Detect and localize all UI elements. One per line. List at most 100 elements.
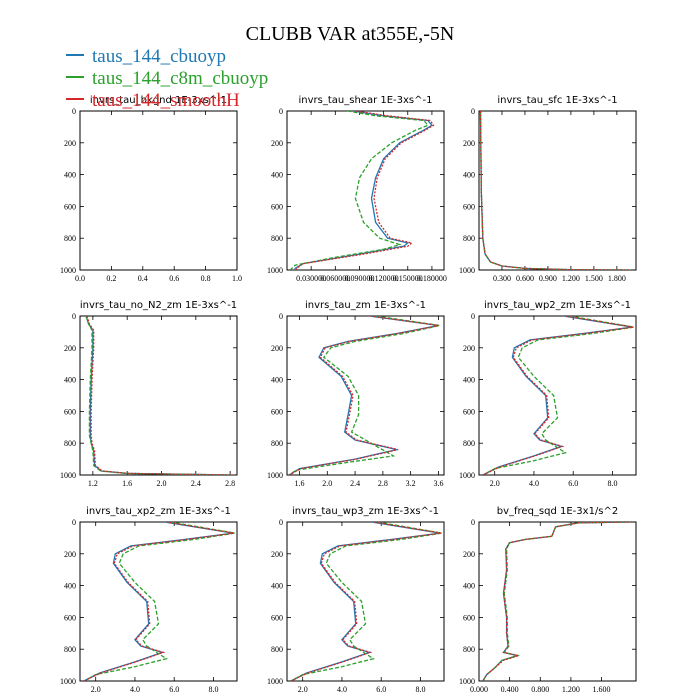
panel-1: invrs_tau_shear 1E-3xs^-1 0 200 400 600 800 10… xyxy=(267,95,447,283)
series-line-0 xyxy=(288,316,439,475)
x-tick-label: 1.2 xyxy=(88,479,98,488)
x-tick-label: 6.0 xyxy=(169,685,179,694)
panel-title: invrs_tau_bkgnd 1E-3xs^-1 xyxy=(90,95,227,106)
x-tick-label: 0.090000 xyxy=(344,274,374,283)
y-tick-label: 800 xyxy=(271,234,283,243)
x-tick-label: 2.0 xyxy=(157,479,167,488)
panel-6: invrs_tau_xp2_zm 1E-3xs^-1 0 200 400 600 800 1… xyxy=(60,506,238,694)
y-tick-label: 200 xyxy=(463,550,475,559)
y-tick-label: 800 xyxy=(463,439,475,448)
x-tick-label: 0.060000 xyxy=(320,274,350,283)
x-tick-label: 8.0 xyxy=(415,685,425,694)
x-tick-label: 1.200 xyxy=(562,274,580,283)
panel-title: bv_freq_sqd 1E-3x1/s^2 xyxy=(497,506,619,517)
y-tick-label: 0 xyxy=(72,518,76,527)
panel-series xyxy=(479,111,633,270)
panel-title: invrs_tau_xp2_zm 1E-3xs^-1 xyxy=(86,506,231,517)
panel-series xyxy=(83,522,236,681)
panel-3: invrs_tau_no_N2_zm 1E-3xs^-1 0 200 400 600 80… xyxy=(60,300,238,488)
y-tick-label: 0 xyxy=(279,312,283,321)
y-tick-label: 600 xyxy=(271,202,283,211)
series-line-2 xyxy=(83,522,235,681)
panel-series xyxy=(482,522,633,681)
x-tick-label: 4.0 xyxy=(337,685,347,694)
y-tick-label: 200 xyxy=(64,139,76,148)
x-tick-label: 8.0 xyxy=(208,685,218,694)
y-tick-label: 1000 xyxy=(267,471,283,480)
x-tick-label: 2.8 xyxy=(378,479,388,488)
x-tick-label: 3.6 xyxy=(433,479,443,488)
y-tick-label: 600 xyxy=(271,613,283,622)
series-line-1 xyxy=(482,316,635,475)
x-tick-label: 2.0 xyxy=(298,685,308,694)
x-tick-label: 2.0 xyxy=(91,685,101,694)
panel-title: invrs_tau_shear 1E-3xs^-1 xyxy=(299,95,433,106)
series-line-1 xyxy=(479,111,633,270)
y-tick-label: 1000 xyxy=(60,471,76,480)
series-line-0 xyxy=(83,522,234,681)
panel-title: invrs_tau_no_N2_zm 1E-3xs^-1 xyxy=(80,300,237,311)
legend-item: taus_144_c8m_cbuoyp xyxy=(66,68,268,89)
x-tick-label: 4.0 xyxy=(529,479,539,488)
y-tick-label: 0 xyxy=(279,518,283,527)
x-tick-label: 2.0 xyxy=(490,479,500,488)
panel-frame xyxy=(286,315,445,476)
y-tick-label: 600 xyxy=(64,407,76,416)
y-tick-label: 800 xyxy=(463,234,475,243)
panel-5: invrs_tau_wp2_zm 1E-3xs^-1 0 200 400 600 800 1… xyxy=(459,300,637,488)
legend-label-2: taus_144_smoothH xyxy=(92,90,240,111)
x-tick-label: 0.2 xyxy=(106,274,116,283)
figure-title: CLUBB VAR at355E,-5N xyxy=(246,23,455,45)
y-tick-label: 200 xyxy=(271,344,283,353)
y-tick-label: 0 xyxy=(72,107,76,116)
y-tick-label: 400 xyxy=(271,171,283,180)
y-tick-label: 600 xyxy=(463,202,475,211)
x-tick-label: 0.600 xyxy=(516,274,534,283)
panel-frame xyxy=(478,315,637,476)
x-tick-label: 0.800 xyxy=(531,685,549,694)
series-line-1 xyxy=(85,316,235,475)
panel-frame xyxy=(478,110,637,271)
x-tick-label: 2.8 xyxy=(225,479,235,488)
y-tick-label: 1000 xyxy=(60,677,76,686)
x-tick-label: 1.200 xyxy=(562,685,580,694)
panel-series xyxy=(85,316,235,475)
x-tick-label: 8.0 xyxy=(607,479,617,488)
y-tick-label: 400 xyxy=(64,582,76,591)
panel-title: invrs_tau_zm 1E-3xs^-1 xyxy=(305,300,426,311)
y-tick-label: 1000 xyxy=(459,266,475,275)
y-tick-label: 400 xyxy=(64,376,76,385)
y-tick-label: 800 xyxy=(64,234,76,243)
y-tick-label: 400 xyxy=(271,376,283,385)
panel-frame xyxy=(286,110,445,271)
series-line-0 xyxy=(479,111,633,270)
panel-title: invrs_tau_wp3_zm 1E-3xs^-1 xyxy=(292,506,439,517)
x-tick-label: 0.0 xyxy=(75,274,85,283)
panel-frame xyxy=(79,315,238,476)
series-line-2 xyxy=(290,522,442,681)
y-tick-label: 400 xyxy=(463,376,475,385)
legend-label-1: taus_144_c8m_cbuoyp xyxy=(92,68,268,89)
panel-frame xyxy=(286,521,445,682)
legend-label-0: taus_144_cbuoyp xyxy=(92,46,226,67)
y-tick-label: 600 xyxy=(463,407,475,416)
y-tick-label: 200 xyxy=(463,139,475,148)
series-line-2 xyxy=(86,316,235,475)
y-tick-label: 0 xyxy=(279,107,283,116)
legend-item: taus_144_cbuoyp xyxy=(66,46,226,67)
x-tick-label: 0.120000 xyxy=(369,274,399,283)
panel-title: invrs_tau_wp2_zm 1E-3xs^-1 xyxy=(484,300,631,311)
panel-2: invrs_tau_sfc 1E-3xs^-1 0 200 400 600 800 1000… xyxy=(459,95,637,283)
legend: taus_144_cbuoyp taus_144_c8m_cbuoyp taus… xyxy=(66,46,268,111)
series-line-0 xyxy=(290,522,441,681)
panel-title: invrs_tau_sfc 1E-3xs^-1 xyxy=(497,95,617,106)
y-tick-label: 1000 xyxy=(267,677,283,686)
series-line-2 xyxy=(288,316,440,475)
panels: invrs_tau_bkgnd 1E-3xs^-1 0 200 400 600 800 10… xyxy=(60,95,637,694)
x-tick-label: 0.400 xyxy=(501,685,519,694)
y-tick-label: 600 xyxy=(64,202,76,211)
y-tick-label: 1000 xyxy=(267,266,283,275)
y-tick-label: 200 xyxy=(64,344,76,353)
x-tick-label: 1.500 xyxy=(585,274,603,283)
y-tick-label: 400 xyxy=(463,582,475,591)
